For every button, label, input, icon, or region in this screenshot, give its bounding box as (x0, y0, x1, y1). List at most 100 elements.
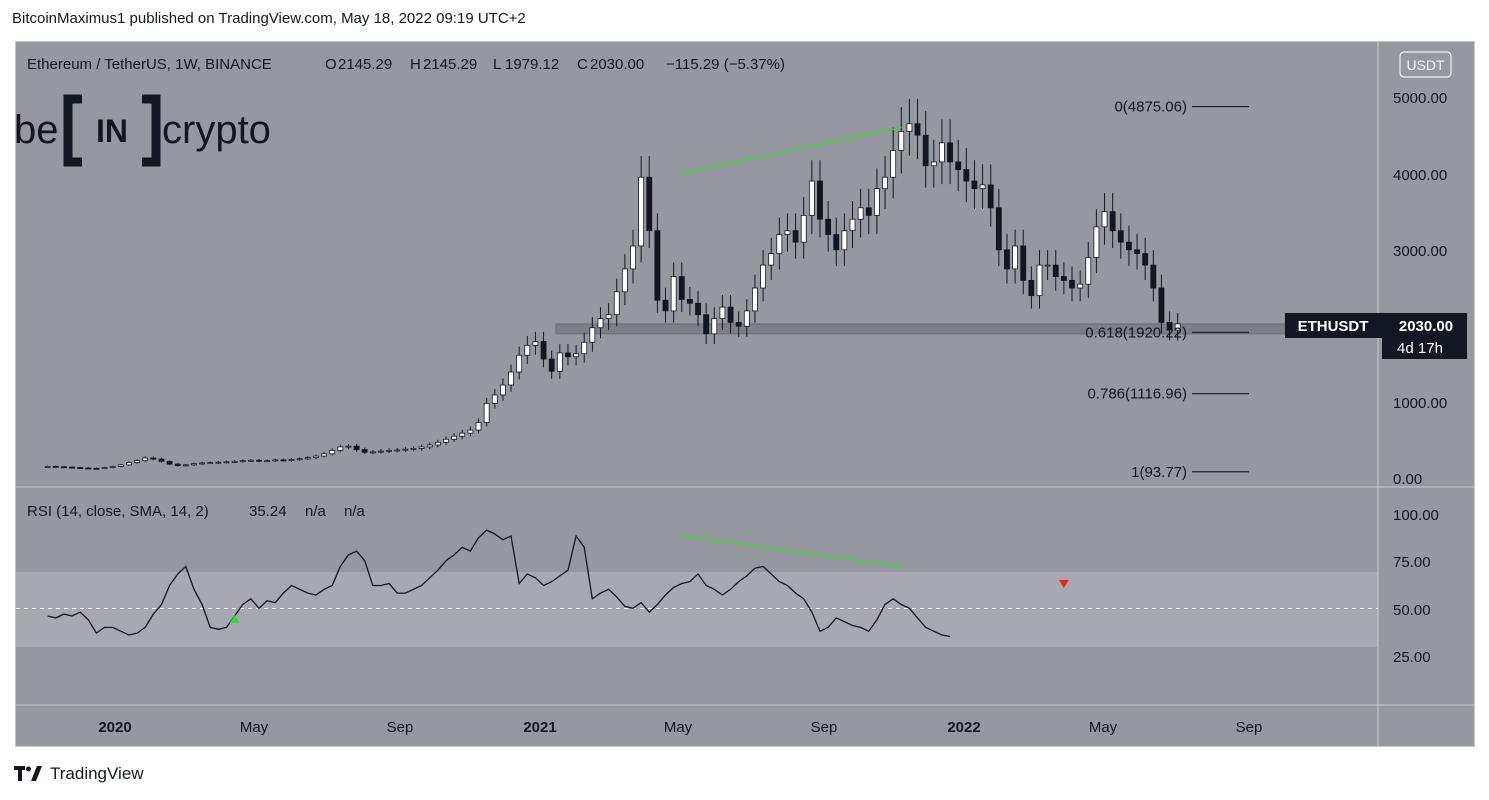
candle-down (646, 176, 653, 232)
rsi-tick: 25.00 (1393, 649, 1431, 666)
candle-up (191, 463, 197, 466)
candle-down (93, 467, 100, 470)
rsi-tick: 50.00 (1393, 602, 1431, 619)
candle-up (215, 461, 222, 464)
candle-up (939, 142, 945, 163)
candle-up (930, 161, 937, 167)
candle-up (581, 341, 588, 355)
candle-down (85, 467, 92, 470)
rsi-legend-label[interactable]: RSI (14, close, SMA, 14, 2) (27, 503, 209, 520)
candle-up (532, 341, 539, 346)
symbol-tag (1285, 313, 1382, 338)
candle-up (467, 429, 474, 434)
candle-down (353, 445, 360, 450)
candle-up (459, 432, 466, 437)
time-tick: May (1089, 719, 1118, 736)
candle-down (77, 467, 84, 469)
candle-down (792, 230, 799, 243)
candle-down (1117, 230, 1124, 243)
candle-down (963, 169, 970, 182)
candle-up (630, 245, 636, 270)
rsi-band (16, 572, 1378, 647)
logo-left-text: be (14, 108, 59, 152)
candle-up (605, 314, 612, 319)
candle-up (378, 450, 384, 453)
last-price-tag: ETHUSDT 2030.00 4d 17h (1285, 313, 1467, 359)
candle-up (483, 402, 490, 423)
candle-down (695, 302, 701, 316)
logo-mid-text: IN (96, 113, 128, 149)
candle-up (573, 353, 580, 358)
candle-up (369, 451, 376, 454)
candle-down (947, 142, 953, 163)
logo-bracket-gap (82, 94, 142, 167)
price-divergence-line (681, 126, 902, 175)
candle-down (548, 358, 555, 372)
candle-up (426, 444, 433, 448)
candle-down (971, 180, 978, 190)
time-tick: Sep (387, 719, 414, 736)
candle-down (1158, 287, 1165, 323)
candle-up (296, 458, 303, 461)
candle-up (345, 445, 352, 448)
price-tick: 5000.00 (1393, 90, 1447, 107)
time-tick: May (240, 719, 269, 736)
candle-down (987, 184, 994, 209)
candle-down (817, 180, 823, 220)
price-tick: 4000.00 (1393, 167, 1447, 184)
legend-low-value: 1979.12 (505, 56, 559, 73)
candle-down (52, 465, 59, 468)
candle-layer (44, 98, 1181, 470)
rsi-line (47, 529, 951, 638)
candle-up (621, 268, 628, 293)
legend-close-label: C (577, 56, 588, 73)
candle-up (134, 460, 140, 463)
legend-high-label: H (410, 56, 421, 73)
candle-up (313, 455, 319, 459)
currency-button[interactable]: USDT (1399, 51, 1452, 78)
time-tick: 2022 (947, 719, 980, 736)
tradingview-footer: TradingView (14, 762, 144, 786)
candle-down (1109, 211, 1116, 232)
rsi-layer (47, 529, 1069, 638)
candle-down (686, 299, 693, 304)
rsi-divergence-line (681, 535, 902, 568)
time-tick: May (664, 719, 693, 736)
rsi-buy-marker (229, 615, 240, 623)
candle-down (1150, 264, 1157, 289)
candle-up (499, 384, 506, 396)
currency-button-label[interactable]: USDT (1406, 57, 1445, 73)
candle-up (849, 218, 856, 232)
candle-up (556, 352, 563, 372)
candle-up (207, 462, 214, 464)
candle-up (784, 230, 791, 235)
candle-down (995, 207, 1002, 251)
time-tick: 2021 (523, 719, 556, 736)
candle-up (1077, 283, 1084, 289)
candle-down (1028, 279, 1035, 297)
candle-down (1060, 276, 1067, 281)
candle-up (1101, 211, 1108, 228)
candle-up (760, 264, 766, 289)
candle-up (1044, 264, 1051, 267)
candle-up (117, 464, 124, 467)
currency-button-frame[interactable] (1399, 51, 1452, 78)
candle-up (199, 462, 206, 465)
candle-up (142, 457, 149, 462)
price-tick: 3000.00 (1393, 243, 1447, 260)
candle-up (272, 459, 279, 462)
candle-up (231, 461, 238, 463)
candle-up (418, 446, 425, 449)
candle-up (402, 448, 409, 451)
time-axis: 2020 May Sep 2021 May Sep 2022 May Sep (98, 719, 1262, 736)
candle-down (1069, 279, 1075, 289)
legend-change: −115.29 (−5.37%) (666, 56, 785, 73)
legend-open-value: 2145.29 (338, 56, 392, 73)
candle-up (743, 310, 750, 327)
legend-symbol[interactable]: Ethereum / TetherUS, 1W, BINANCE (27, 56, 272, 73)
candle-up (434, 441, 441, 446)
candle-down (361, 449, 368, 453)
candle-down (174, 463, 181, 467)
candle-up (394, 449, 401, 452)
